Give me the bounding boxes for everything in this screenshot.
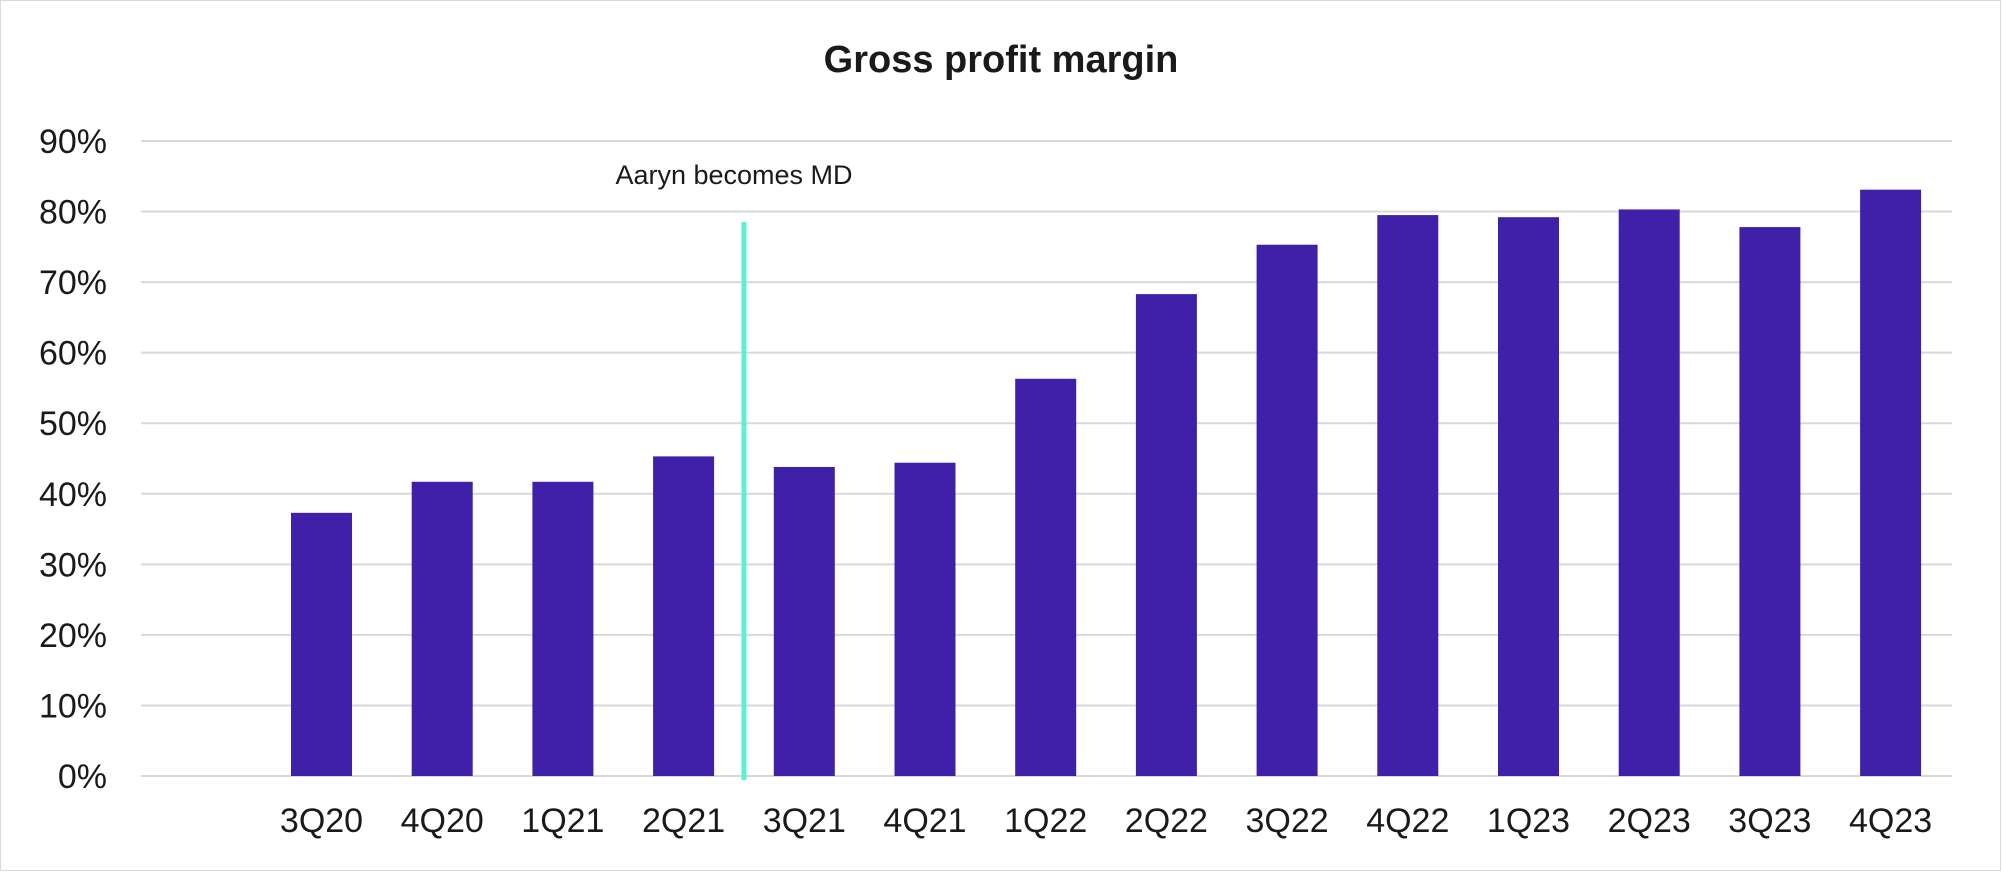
y-tick-label: 10%	[39, 687, 107, 725]
bar	[1739, 227, 1801, 777]
y-tick-label: 0%	[58, 758, 107, 796]
bar	[291, 512, 352, 776]
y-tick-label: 90%	[39, 123, 107, 161]
y-tick-label: 30%	[39, 546, 107, 584]
x-tick-label: 4Q21	[883, 802, 966, 840]
x-tick-label: 4Q22	[1366, 802, 1449, 840]
x-tick-label: 1Q23	[1487, 802, 1570, 840]
x-tick-label: 3Q23	[1728, 802, 1811, 840]
y-tick-label: 20%	[39, 617, 107, 655]
annotation-label: Aaryn becomes MD	[615, 160, 852, 190]
x-tick-label: 1Q21	[521, 802, 604, 840]
bar	[411, 481, 473, 776]
x-axis-tick-labels: 3Q20 4Q20 1Q21 2Q21 3Q21 4Q21 1Q22 2Q22 3Q22 4Q22…	[280, 802, 1932, 840]
annotations: Aaryn becomes MD	[615, 160, 853, 780]
y-tick-label: 60%	[39, 335, 107, 373]
x-tick-label: 2Q21	[642, 802, 725, 840]
x-tick-label: 4Q20	[401, 802, 484, 840]
y-tick-label: 50%	[39, 405, 107, 443]
chart-title: Gross profit margin	[824, 39, 1179, 81]
bar	[773, 466, 835, 776]
y-tick-label: 40%	[39, 476, 107, 514]
bar	[1377, 215, 1439, 777]
x-tick-label: 4Q23	[1849, 802, 1932, 840]
bar	[1256, 244, 1318, 776]
bar	[894, 462, 956, 776]
bar	[653, 456, 715, 776]
bar	[1860, 189, 1922, 776]
bar	[1015, 378, 1077, 776]
y-axis-tick-labels: 0% 10% 20% 30% 40% 50% 60% 70% 80% 90%	[39, 123, 107, 796]
x-tick-label: 3Q20	[280, 802, 363, 840]
bar	[1135, 294, 1197, 776]
x-tick-label: 2Q23	[1608, 802, 1691, 840]
bar	[1618, 209, 1680, 776]
x-tick-label: 3Q21	[763, 802, 846, 840]
x-tick-label: 2Q22	[1125, 802, 1208, 840]
bar	[1498, 217, 1559, 776]
bar	[532, 481, 594, 776]
x-tick-label: 1Q22	[1004, 802, 1087, 840]
bars	[291, 189, 1922, 777]
y-tick-label: 80%	[39, 194, 107, 232]
x-tick-label: 3Q22	[1246, 802, 1329, 840]
y-tick-label: 70%	[39, 264, 107, 302]
